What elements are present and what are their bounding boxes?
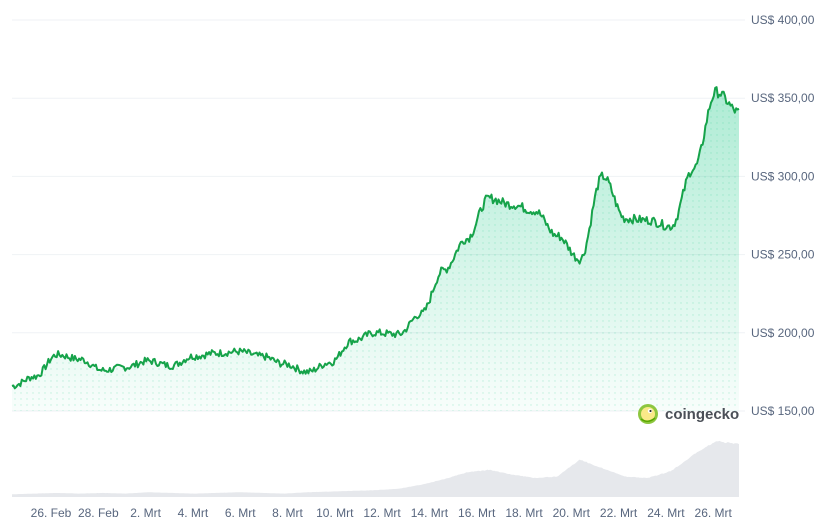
x-tick-label: 12. Mrt bbox=[363, 506, 401, 520]
y-axis-labels: US$ 150,00 US$ 200,00 US$ 250,00 US$ 300,00… bbox=[751, 13, 815, 418]
coingecko-watermark: coingecko bbox=[638, 404, 739, 424]
x-axis-labels: 26. Feb 28. Feb 2. Mrt 4. Mrt 6. Mrt 8. Mrt 10… bbox=[31, 506, 733, 520]
price-series-line bbox=[11, 86, 740, 390]
price-area bbox=[12, 87, 739, 411]
x-tick-label: 16. Mrt bbox=[458, 506, 496, 520]
volume-fill bbox=[12, 440, 739, 497]
gecko-logo-icon bbox=[638, 404, 658, 424]
x-tick-label: 28. Feb bbox=[78, 506, 119, 520]
x-tick-label: 24. Mrt bbox=[647, 506, 685, 520]
y-tick-label: US$ 300,00 bbox=[751, 169, 815, 183]
price-area-dots bbox=[12, 87, 739, 411]
volume-area bbox=[12, 440, 739, 497]
y-tick-label: US$ 400,00 bbox=[751, 13, 815, 27]
x-tick-label: 8. Mrt bbox=[272, 506, 303, 520]
y-tick-label: US$ 200,00 bbox=[751, 326, 815, 340]
x-tick-label: 20. Mrt bbox=[553, 506, 591, 520]
x-tick-label: 2. Mrt bbox=[130, 506, 161, 520]
x-tick-label: 4. Mrt bbox=[178, 506, 209, 520]
x-tick-label: 6. Mrt bbox=[225, 506, 256, 520]
y-tick-label: US$ 350,00 bbox=[751, 91, 815, 105]
price-line bbox=[11, 86, 740, 390]
x-tick-label: 14. Mrt bbox=[411, 506, 449, 520]
x-tick-label: 10. Mrt bbox=[316, 506, 354, 520]
x-tick-label: 26. Mrt bbox=[695, 506, 733, 520]
brand-name: coingecko bbox=[665, 406, 739, 423]
x-tick-label: 22. Mrt bbox=[600, 506, 638, 520]
y-tick-label: US$ 150,00 bbox=[751, 404, 815, 418]
x-tick-label: 26. Feb bbox=[31, 506, 72, 520]
y-tick-label: US$ 250,00 bbox=[751, 248, 815, 262]
x-tick-label: 18. Mrt bbox=[505, 506, 543, 520]
